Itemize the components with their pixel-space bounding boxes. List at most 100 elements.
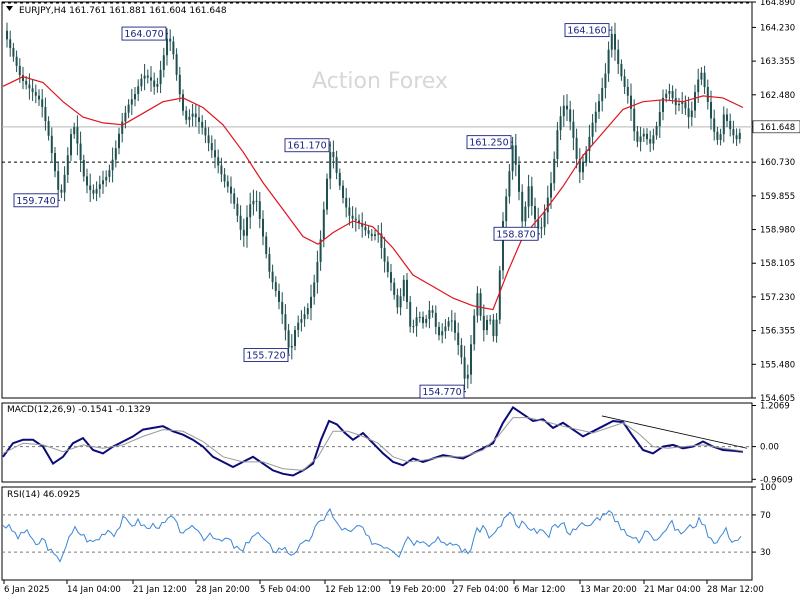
candle-body (502, 221, 504, 271)
watermark: Action Forex (312, 69, 448, 94)
candle-body (201, 121, 204, 128)
symbol-header: EURJPY,H4 161.761 161.881 161.604 161.64… (19, 6, 227, 16)
y-tick-label: 157.230 (760, 293, 795, 303)
candle-body (316, 261, 319, 283)
candle-body (566, 105, 568, 110)
candle-body (255, 200, 258, 202)
candle-body (681, 102, 684, 104)
candle-body (642, 133, 645, 137)
candle-body (559, 116, 562, 131)
candle-body (393, 282, 396, 296)
candle-body (230, 186, 232, 194)
swing-label: 161.250 (469, 138, 508, 149)
candle-body (386, 261, 389, 273)
candle-body (534, 205, 536, 220)
x-tick-label: 21 Jan 12:00 (133, 585, 187, 595)
candle-body (495, 319, 498, 337)
y-tick-label: 154.605 (760, 394, 795, 404)
candle-body (105, 176, 108, 181)
candle-body (706, 87, 709, 102)
x-tick-label: 27 Feb 04:00 (453, 585, 509, 595)
candle-body (143, 75, 146, 79)
y-tick-label: 155.480 (760, 360, 795, 370)
candle-body (444, 326, 447, 332)
candle-body (210, 143, 213, 151)
candle-body (191, 113, 194, 117)
candle-body (607, 49, 610, 74)
moving-average-line (2, 76, 744, 311)
candle-body (127, 104, 130, 113)
swing-label-box (13, 193, 59, 208)
candle-body (377, 233, 380, 235)
candle-body (694, 92, 696, 111)
candle-body (146, 75, 149, 78)
rsi-tick-label: 70 (760, 511, 771, 521)
candle-body (38, 95, 40, 100)
candle-body (482, 315, 485, 331)
candle-body (98, 184, 101, 189)
candle-body (82, 159, 85, 177)
candle-body (626, 86, 629, 96)
candle-body (658, 111, 661, 127)
candle-body (652, 135, 655, 144)
candle-body (518, 164, 520, 192)
candle-body (402, 279, 405, 297)
candle-body (47, 121, 50, 136)
candle-body (729, 120, 732, 130)
candle-body (54, 153, 56, 172)
candle-body (44, 107, 47, 122)
candle-body (537, 219, 540, 229)
candle-body (31, 88, 34, 93)
macd-tick-label: 1.2069 (760, 401, 790, 411)
candle-body (399, 296, 402, 308)
candle-body (60, 189, 63, 193)
candle-body (588, 136, 591, 151)
candle-body (76, 127, 79, 144)
candle-body (223, 174, 226, 182)
x-tick-label: 14 Jan 04:00 (67, 585, 121, 595)
candle-body (66, 155, 69, 175)
candle-body (262, 218, 264, 237)
swing-label-box (564, 23, 610, 38)
candle-body (233, 193, 236, 204)
candle-body (575, 137, 578, 160)
candle-body (415, 317, 418, 327)
candle-body (457, 332, 460, 346)
candle-body (156, 84, 159, 87)
swing-label-box (466, 135, 512, 150)
macd-signal-line (2, 417, 744, 471)
candle-body (466, 374, 469, 379)
candle-body (732, 129, 735, 136)
candle-body (194, 113, 197, 118)
candle-body (703, 72, 706, 88)
y-tick-label: 162.480 (760, 91, 795, 101)
candle-body (41, 99, 44, 108)
candle-body (108, 170, 111, 177)
candle-body (380, 233, 383, 248)
candle-body (505, 196, 508, 222)
candle-body (530, 186, 533, 206)
candle-body (367, 230, 370, 234)
panel-frame-1 (1, 402, 753, 483)
candle-body (284, 314, 287, 331)
candle-body (361, 223, 364, 227)
candle-body (543, 212, 546, 228)
candle-body (434, 312, 437, 327)
candle-body (738, 132, 741, 140)
candle-body (300, 319, 303, 323)
candle-body (198, 117, 200, 122)
swing-label-box (493, 226, 539, 241)
candle-body (492, 319, 495, 337)
candle-body (22, 75, 24, 81)
candle-body (188, 116, 191, 120)
candle-body (89, 185, 92, 191)
panel-frame-0 (1, 1, 753, 399)
candle-body (447, 321, 450, 327)
candle-body (546, 197, 549, 213)
candle-body (620, 63, 623, 77)
candle-body (162, 55, 165, 70)
candle-body (524, 206, 527, 222)
candle-body (390, 272, 392, 283)
candle-body (633, 108, 636, 132)
